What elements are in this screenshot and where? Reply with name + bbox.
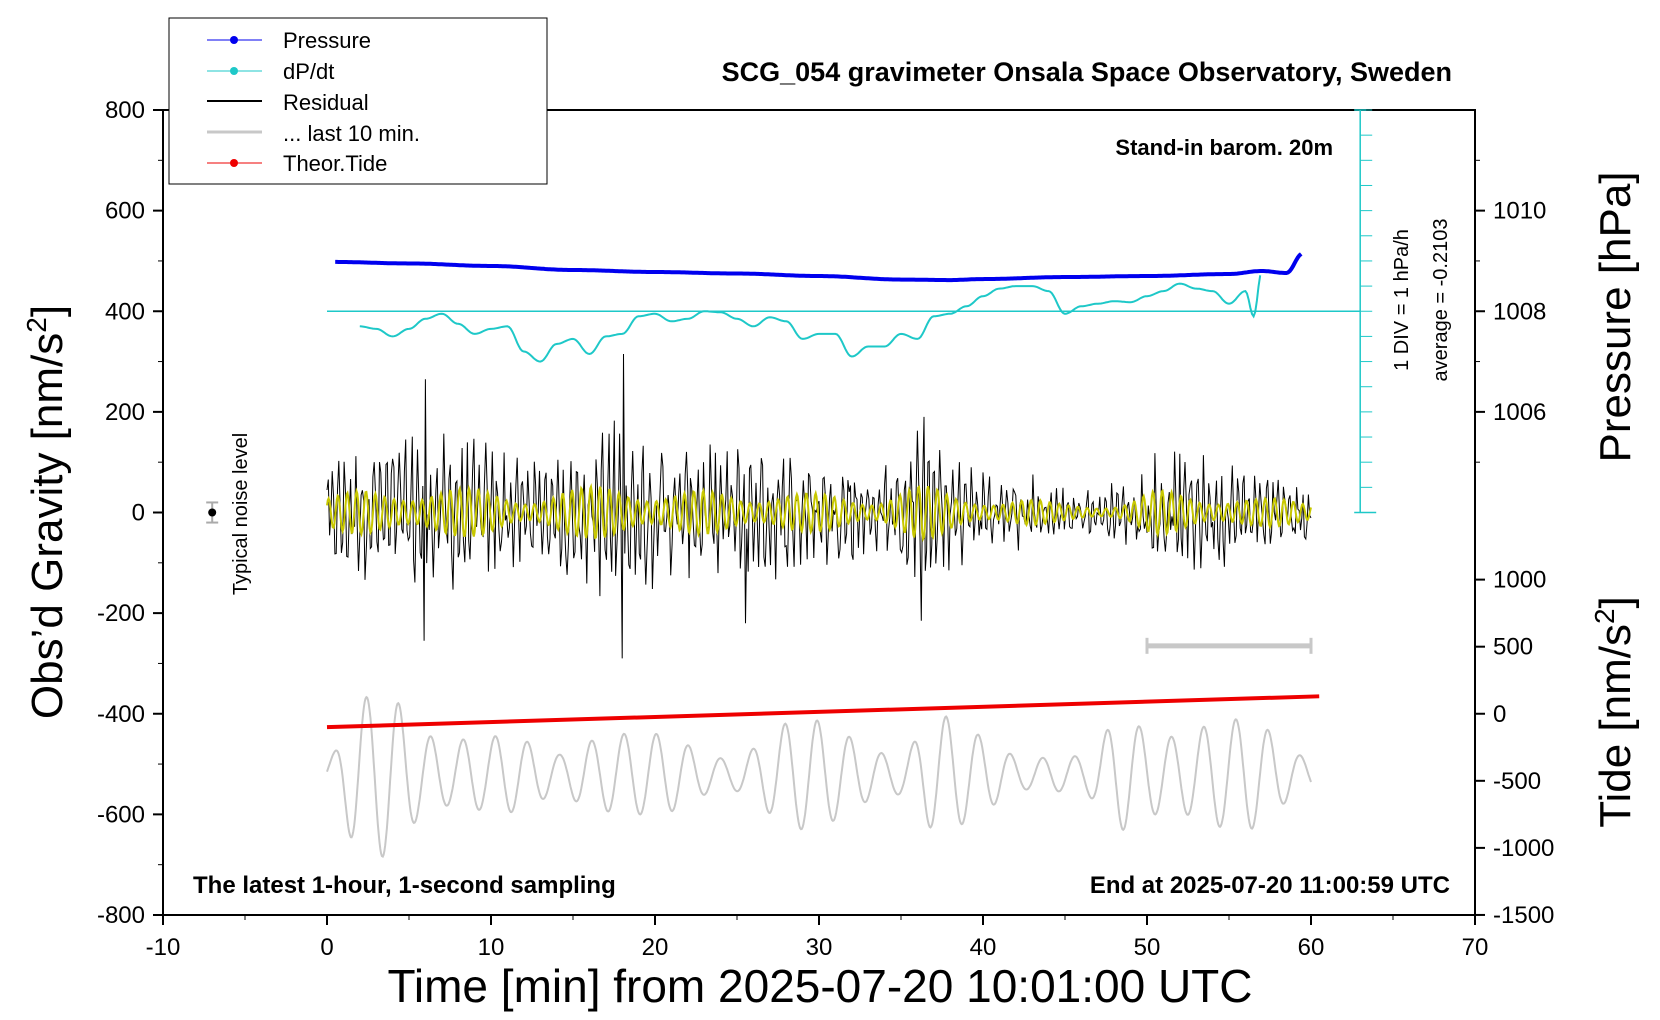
tide-tick-label: -1500 — [1493, 902, 1554, 929]
pressure-tick-label: 1006 — [1493, 399, 1546, 426]
noise-level-label: Typical noise level — [230, 433, 252, 595]
x-tick-label: 70 — [1462, 934, 1489, 961]
legend-dpdt-label: dP/dt — [283, 59, 334, 84]
y-axis-label-tide-main: Tide [nm/s — [1591, 624, 1640, 828]
y-tick-label: -600 — [97, 801, 145, 828]
extras-group — [206, 109, 1377, 654]
y-axis-label-tide-end: ] — [1591, 596, 1640, 608]
dpdt-line — [359, 275, 1262, 363]
x-tick-label: -10 — [146, 934, 181, 961]
noise-marker-dot — [208, 508, 217, 517]
residual-line — [326, 353, 1312, 659]
y-axis-label-pressure: Pressure [hPa] — [1591, 171, 1640, 462]
x-tick-label: 40 — [970, 934, 997, 961]
chart-title: SCG_054 gravimeter Onsala Space Observat… — [722, 57, 1452, 87]
legend-last10-label: ... last 10 min. — [283, 121, 420, 146]
pressure-tick-label: 1008 — [1493, 298, 1546, 325]
y-tick-label: -400 — [97, 701, 145, 728]
tide-line — [326, 694, 1320, 730]
x-tick-label: 30 — [806, 934, 833, 961]
tide-tick-label: -500 — [1493, 768, 1541, 795]
y-tick-label: -800 — [97, 902, 145, 929]
dpdt-scale-avg-label: average = -0.2103 — [1430, 219, 1452, 382]
tide-tick-label: -1000 — [1493, 835, 1554, 862]
legend: Pressure dP/dt Residual ... last 10 min.… — [168, 17, 548, 185]
sampling-note: The latest 1-hour, 1-second sampling — [193, 872, 616, 899]
residual-filtered-line — [326, 483, 1312, 543]
y-axis-label-left: Obs’d Gravity [nm/s2] — [21, 305, 72, 719]
legend-tide-dot — [230, 159, 238, 167]
tide-tick-label: 0 — [1493, 701, 1506, 728]
series-group — [326, 252, 1361, 859]
y-axis-label-tide-sup: 2 — [1589, 608, 1620, 624]
barometer-note: Stand-in barom. 20m — [1115, 135, 1333, 160]
tide-tick-label: 500 — [1493, 634, 1533, 661]
tide-tick-label: 1000 — [1493, 567, 1546, 594]
legend-tide-label: Theor.Tide — [283, 151, 387, 176]
end-time-note: End at 2025-07-20 11:00:59 UTC — [1090, 872, 1450, 899]
x-tick-label: 50 — [1134, 934, 1161, 961]
y-tick-label: 400 — [105, 298, 145, 325]
y-axis-label-left-end: ] — [23, 305, 72, 317]
x-tick-label: 10 — [478, 934, 505, 961]
y-axis-label-left-sup: 2 — [21, 317, 52, 333]
y-tick-label: 200 — [105, 399, 145, 426]
y-tick-label: -200 — [97, 600, 145, 627]
dpdt-scale-div-label: 1 DIV = 1 hPa/h — [1391, 229, 1413, 371]
x-tick-label: 0 — [320, 934, 333, 961]
x-tick-label: 60 — [1298, 934, 1325, 961]
pressure-line — [335, 252, 1303, 283]
last10-line — [326, 695, 1312, 859]
y-tick-label: 800 — [105, 97, 145, 124]
axis-ticks: -10 0 10 20 30 40 50 60 70 800 600 400 200 0 -200 -400 -… — [97, 97, 1554, 961]
legend-pressure-dot — [230, 36, 238, 44]
legend-dpdt-dot — [230, 67, 238, 75]
y-tick-label: 0 — [132, 500, 145, 527]
y-tick-label: 600 — [105, 198, 145, 225]
legend-residual-label: Residual — [283, 90, 369, 115]
y-axis-label-tide: Tide [nm/s2] — [1589, 596, 1640, 828]
pressure-tick-label: 1010 — [1493, 198, 1546, 225]
x-axis-label: Time [min] from 2025-07-20 10:01:00 UTC — [388, 960, 1253, 1012]
y-axis-label-left-main: Obs’d Gravity [nm/s — [23, 333, 72, 719]
x-tick-label: 20 — [642, 934, 669, 961]
legend-pressure-label: Pressure — [283, 28, 371, 53]
